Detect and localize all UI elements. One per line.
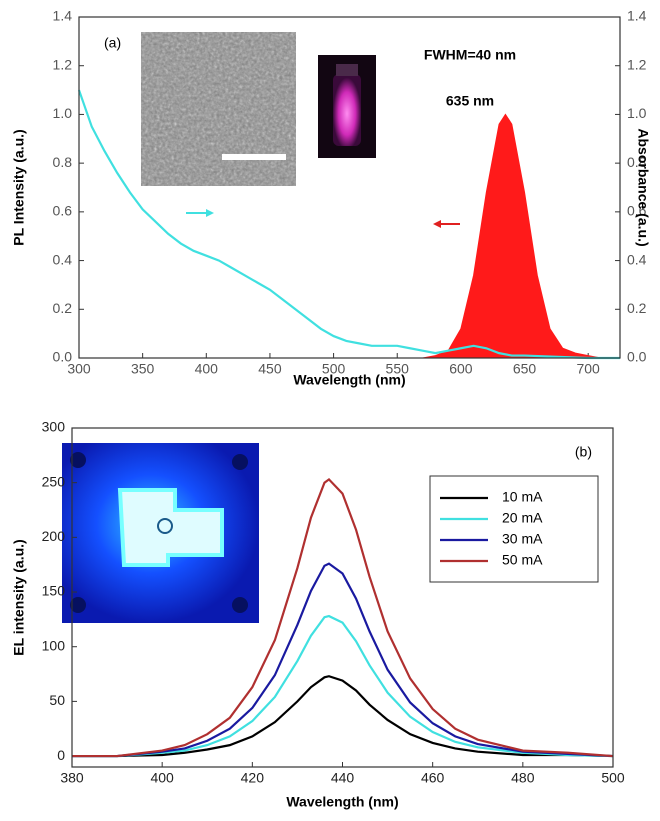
line (72, 562, 614, 758)
annotation: (a) (104, 35, 121, 51)
arrow-head (206, 209, 214, 217)
annotation: (b) (575, 444, 592, 460)
tem-inset (141, 32, 296, 186)
chip-hole (232, 454, 248, 470)
bond-pad (157, 518, 173, 534)
y2-tick-label: 0.0 (627, 349, 647, 365)
y2-axis-label: Absorbance (a.u.) (635, 128, 651, 246)
x-tick-label: 700 (576, 361, 600, 377)
y2-tick-label: 1.4 (627, 8, 647, 24)
y-tick-label: 0.4 (53, 251, 73, 267)
arrow-head (433, 220, 441, 228)
led-inset (62, 443, 259, 623)
plot-frame (78, 16, 621, 359)
y-tick-label: 250 (42, 473, 66, 489)
x-tick-label: 380 (60, 770, 84, 786)
y-tick-label: 1.4 (53, 8, 73, 24)
vial-inset (318, 55, 376, 158)
plot-frame (71, 427, 614, 768)
vial-cap (336, 64, 358, 76)
legend-label: 20 mA (502, 510, 543, 526)
chip-hole (70, 597, 86, 613)
y2-tick-label: 0.8 (627, 154, 647, 170)
chip-hole (232, 597, 248, 613)
y2-tick-label: 0.4 (627, 251, 647, 267)
y-tick-label: 300 (42, 419, 66, 435)
y2-tick-label: 0.2 (627, 300, 647, 316)
line (72, 675, 614, 758)
x-tick-label: 600 (449, 361, 473, 377)
y-tick-label: 0.6 (53, 203, 73, 219)
x-tick-label: 300 (67, 361, 91, 377)
y-tick-label: 150 (42, 583, 66, 599)
x-tick-label: 400 (150, 770, 174, 786)
x-tick-label: 440 (331, 770, 355, 786)
area (359, 113, 602, 359)
x-tick-label: 550 (386, 361, 410, 377)
x-axis-label: Wavelength (nm) (293, 372, 405, 388)
line (77, 89, 620, 360)
x-tick-label: 460 (421, 770, 445, 786)
y-tick-label: 1.2 (53, 56, 73, 72)
tem-texture (141, 32, 296, 186)
x-tick-label: 650 (513, 361, 537, 377)
x-tick-label: 480 (511, 770, 535, 786)
line (72, 477, 614, 758)
x-tick-label: 500 (601, 770, 625, 786)
y-tick-label: 1.0 (53, 105, 73, 121)
y-axis-label: PL Intensity (a.u.) (11, 129, 27, 245)
line (72, 614, 614, 758)
x-axis-label: Wavelength (nm) (286, 794, 398, 810)
chip-hole (70, 452, 86, 468)
x-tick-label: 450 (258, 361, 282, 377)
y-tick-label: 200 (42, 528, 66, 544)
annotation: FWHM=40 nm (424, 47, 516, 63)
y-tick-label: 100 (42, 637, 66, 653)
y-tick-label: 0.8 (53, 154, 73, 170)
x-tick-label: 500 (322, 361, 346, 377)
y-axis-label: EL intensity (a.u.) (11, 539, 27, 655)
y-tick-label: 50 (49, 692, 65, 708)
vial (333, 74, 361, 146)
y2-tick-label: 1.2 (627, 56, 647, 72)
y-tick-label: 0 (57, 747, 65, 763)
y-tick-label: 0.0 (53, 349, 73, 365)
annotation: 635 nm (446, 93, 494, 109)
x-tick-label: 350 (131, 361, 155, 377)
y-tick-label: 0.2 (53, 300, 73, 316)
legend-box (429, 475, 599, 583)
x-tick-label: 400 (195, 361, 219, 377)
scale-bar (222, 154, 286, 160)
legend-label: 50 mA (502, 552, 543, 568)
legend-label: 10 mA (502, 489, 543, 505)
arrows (186, 209, 460, 228)
y2-tick-label: 0.6 (627, 203, 647, 219)
x-tick-label: 420 (241, 770, 265, 786)
y2-tick-label: 1.0 (627, 105, 647, 121)
legend-label: 30 mA (502, 531, 543, 547)
